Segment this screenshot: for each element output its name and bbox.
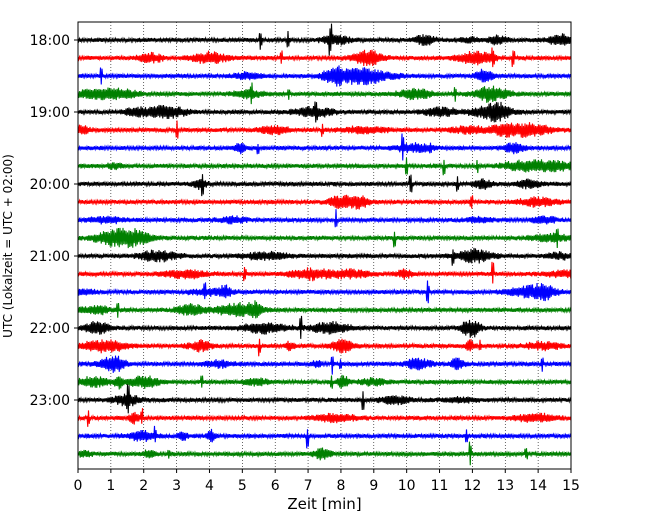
x-tick-label: 0 — [74, 478, 83, 494]
y-tick-label: 19:00 — [30, 105, 70, 121]
trace-2145 — [77, 300, 572, 319]
plot-frame — [77, 21, 572, 470]
trace-2200 — [77, 315, 572, 339]
trace-2215 — [77, 338, 572, 357]
trace-1845 — [77, 82, 572, 105]
x-tick-label: 9 — [369, 478, 378, 494]
trace-1945 — [77, 157, 572, 176]
trace-1900 — [77, 101, 572, 123]
trace-2300 — [77, 384, 572, 414]
trace-2030 — [77, 209, 572, 228]
trace-2115 — [77, 261, 572, 284]
x-tick-label: 14 — [529, 478, 547, 494]
trace-1915 — [77, 120, 572, 139]
trace-2230 — [77, 355, 572, 375]
trace-2000 — [77, 174, 572, 197]
trace-2330 — [77, 425, 572, 449]
trace-1830 — [77, 65, 572, 87]
x-tick-label: 12 — [463, 478, 481, 494]
x-tick-label: 1 — [106, 478, 115, 494]
y-tick-label: 23:00 — [30, 393, 70, 409]
trace-2100 — [77, 247, 572, 266]
trace-2015 — [77, 194, 572, 210]
x-tick-label: 2 — [139, 478, 148, 494]
trace-1800 — [77, 23, 572, 56]
y-tick-label: 22:00 — [30, 321, 70, 337]
trace-2315 — [77, 408, 572, 427]
x-tick-label: 5 — [238, 478, 247, 494]
x-tick-label: 7 — [304, 478, 313, 494]
seismogram-traces — [77, 23, 572, 466]
x-axis: 0 1 2 3 4 5 6 7 8 9 10 11 12 13 14 15 — [74, 469, 580, 494]
y-axis-title: UTC (Lokalzeit = UTC + 02:00) — [1, 154, 15, 338]
y-tick-label: 18:00 — [30, 33, 70, 49]
trace-2045 — [77, 227, 572, 249]
y-axis: 18:00 19:00 20:00 21:00 22:00 23:00 — [30, 33, 78, 409]
y-tick-label: 21:00 — [30, 249, 70, 265]
trace-1930 — [77, 133, 572, 161]
x-tick-label: 3 — [172, 478, 181, 494]
x-axis-title: Zeit [min] — [287, 495, 361, 513]
x-tick-label: 4 — [205, 478, 214, 494]
trace-1815 — [77, 47, 572, 68]
y-tick-label: 20:00 — [30, 177, 70, 193]
grid-lines — [110, 22, 539, 469]
x-tick-label: 10 — [398, 478, 416, 494]
x-tick-label: 15 — [562, 478, 580, 494]
x-tick-label: 13 — [496, 478, 514, 494]
trace-2130 — [77, 280, 572, 304]
trace-2345 — [77, 441, 572, 466]
trace-2245 — [77, 374, 572, 390]
x-tick-label: 8 — [336, 478, 345, 494]
x-tick-label: 6 — [271, 478, 280, 494]
x-tick-label: 11 — [431, 478, 449, 494]
